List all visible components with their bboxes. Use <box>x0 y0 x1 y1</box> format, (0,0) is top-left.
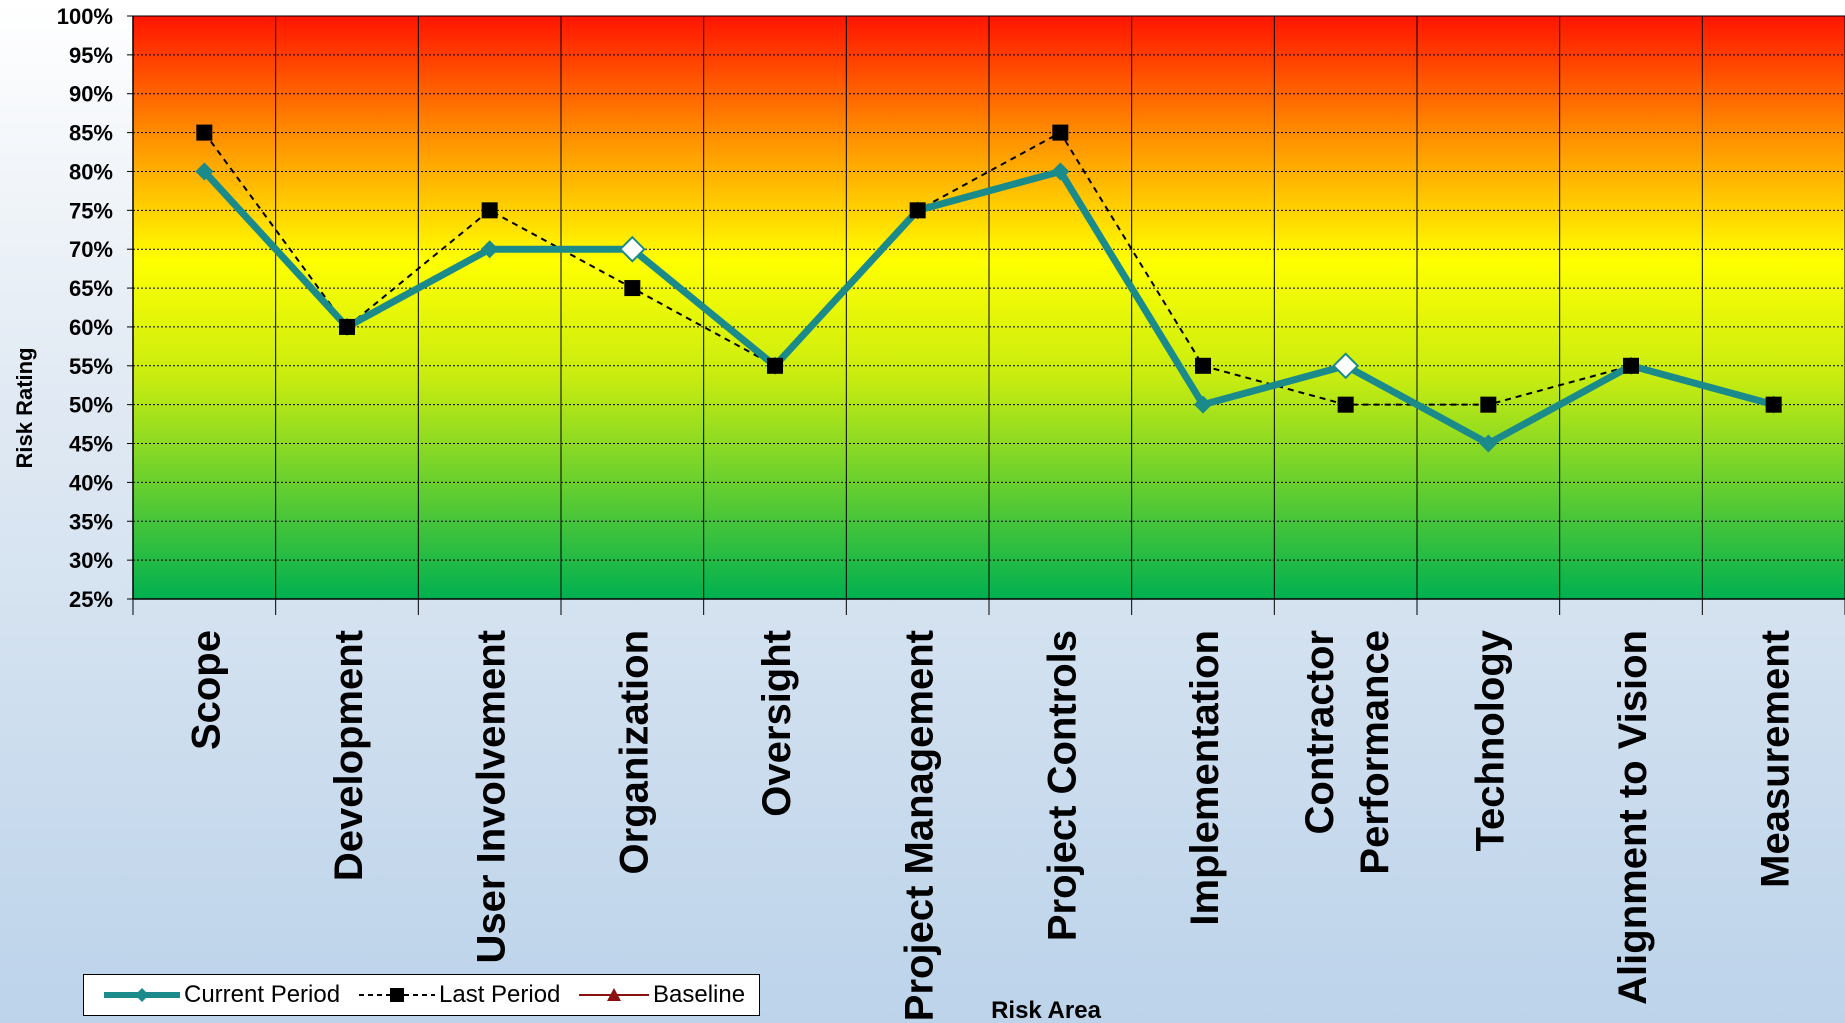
x-tick-label: Project Controls <box>1040 630 1084 941</box>
legend-item-last-period: Last Period <box>359 975 560 1015</box>
series-current-period-line <box>201 167 1775 448</box>
current-period-point <box>1051 162 1070 181</box>
x-tick-label: Measurement <box>1754 630 1798 888</box>
last-period-point <box>1623 357 1639 374</box>
current-period-point <box>1332 352 1360 380</box>
x-tick-label: Organization <box>612 630 656 874</box>
last-period-point <box>339 318 355 335</box>
y-tick-label: 70% <box>69 237 113 262</box>
y-tick-label: 95% <box>69 43 113 68</box>
current-period-point <box>1479 434 1498 453</box>
last-period-point <box>767 357 783 374</box>
legend-swatch-baseline <box>579 988 649 1001</box>
last-period-point <box>1195 357 1211 374</box>
y-tick-label: 30% <box>69 548 113 573</box>
y-tick-label: 80% <box>69 159 113 184</box>
legend-swatch-last-period <box>359 988 435 1002</box>
x-tick-label: User Involvement <box>470 630 514 963</box>
legend-label: Last Period <box>439 981 561 1008</box>
y-tick-label: 50% <box>69 393 113 418</box>
y-tick-label: 45% <box>69 432 113 457</box>
y-tick-label: 35% <box>69 509 113 534</box>
legend-label: Current Period <box>184 981 341 1008</box>
gridlines <box>132 15 1845 615</box>
last-period-point <box>1052 124 1069 141</box>
y-tick-label: 100% <box>57 4 113 29</box>
current-period-point <box>195 162 214 181</box>
x-tick-label: Oversight <box>755 630 799 817</box>
last-period-point <box>624 280 641 297</box>
y-tick-label: 90% <box>69 82 113 107</box>
current-period-point <box>1194 395 1212 414</box>
x-tick-label: Alignment to Vision <box>1611 630 1655 1005</box>
x-tick-label: Implementation <box>1183 630 1227 926</box>
x-tick-label: Project Management <box>898 630 942 1021</box>
x-tick-label: Development <box>327 630 371 881</box>
y-tick-label: 55% <box>69 354 113 379</box>
legend-swatch-current-period <box>104 988 180 1002</box>
last-period-point <box>196 124 213 141</box>
y-tick-label: 75% <box>69 198 113 223</box>
y-tick-label: 25% <box>69 587 113 612</box>
y-tick-label: 65% <box>69 276 113 301</box>
x-axis-ticks: Scope Development User Involvement Organiza… <box>184 629 1797 1021</box>
y-tick-label: 85% <box>69 121 113 146</box>
last-period-point <box>1480 396 1497 413</box>
x-tick-label: Performance <box>1353 630 1397 875</box>
legend-item-current-period: Current Period <box>104 975 340 1015</box>
y-tick-label: 60% <box>69 315 113 340</box>
y-axis-ticks: 25% 30% 35% 40% 45% 50% 55% 60% 65% 70% 75% 80% 85% 9… <box>57 4 133 612</box>
last-period-point <box>1337 396 1354 413</box>
x-tick-label: Technology <box>1468 629 1512 851</box>
y-axis-title: Risk Rating <box>12 347 37 468</box>
current-period-point <box>480 240 499 259</box>
last-period-point <box>909 202 926 219</box>
y-tick-label: 40% <box>69 470 113 495</box>
current-period-point <box>618 235 646 263</box>
series-layer <box>195 124 1783 453</box>
chart-legend: Current Period Last Period Baseline <box>83 974 760 1016</box>
legend-item-baseline: Baseline <box>579 975 745 1015</box>
last-period-point <box>1765 396 1782 413</box>
last-period-point <box>481 202 498 219</box>
x-tick-label: Contractor <box>1298 630 1342 834</box>
x-tick-label: Scope <box>184 630 228 750</box>
x-axis-title: Risk Area <box>991 997 1101 1023</box>
legend-label: Baseline <box>653 981 746 1008</box>
